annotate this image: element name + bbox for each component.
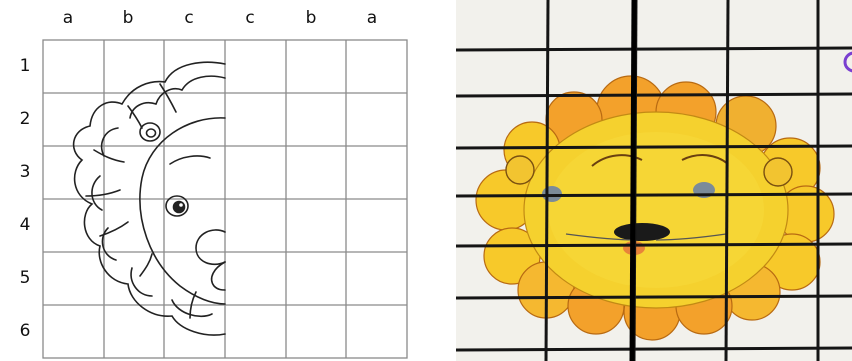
column-label-b-left: b (122, 8, 134, 28)
row-label-5: 5 (19, 268, 31, 288)
colored-lion-drawing-photo (456, 0, 852, 361)
row-label-4: 4 (19, 215, 31, 235)
column-label-b-right: b (305, 8, 317, 28)
colored-lion-drawing (456, 0, 852, 361)
column-label-a-left: a (62, 8, 74, 28)
left-ear (505, 155, 535, 185)
column-label-a-right: a (366, 8, 378, 28)
lion-face (505, 111, 793, 309)
nose (614, 223, 670, 241)
row-label-2: 2 (19, 109, 31, 129)
half-lion-outline (72, 61, 226, 336)
center-line (629, 0, 637, 361)
column-label-c-left: c (184, 8, 194, 28)
worksheet-canvas (42, 39, 408, 359)
drawing-grid (42, 39, 408, 359)
row-label-1: 1 (19, 56, 31, 76)
column-label-c-right: c (245, 8, 255, 28)
right-ear (763, 157, 793, 187)
row-label-6: 6 (19, 321, 31, 341)
purple-mark (843, 51, 852, 73)
grid-drawing-worksheet: a b c c b a 1 2 3 4 5 6 (19, 8, 408, 359)
row-label-3: 3 (19, 162, 31, 182)
